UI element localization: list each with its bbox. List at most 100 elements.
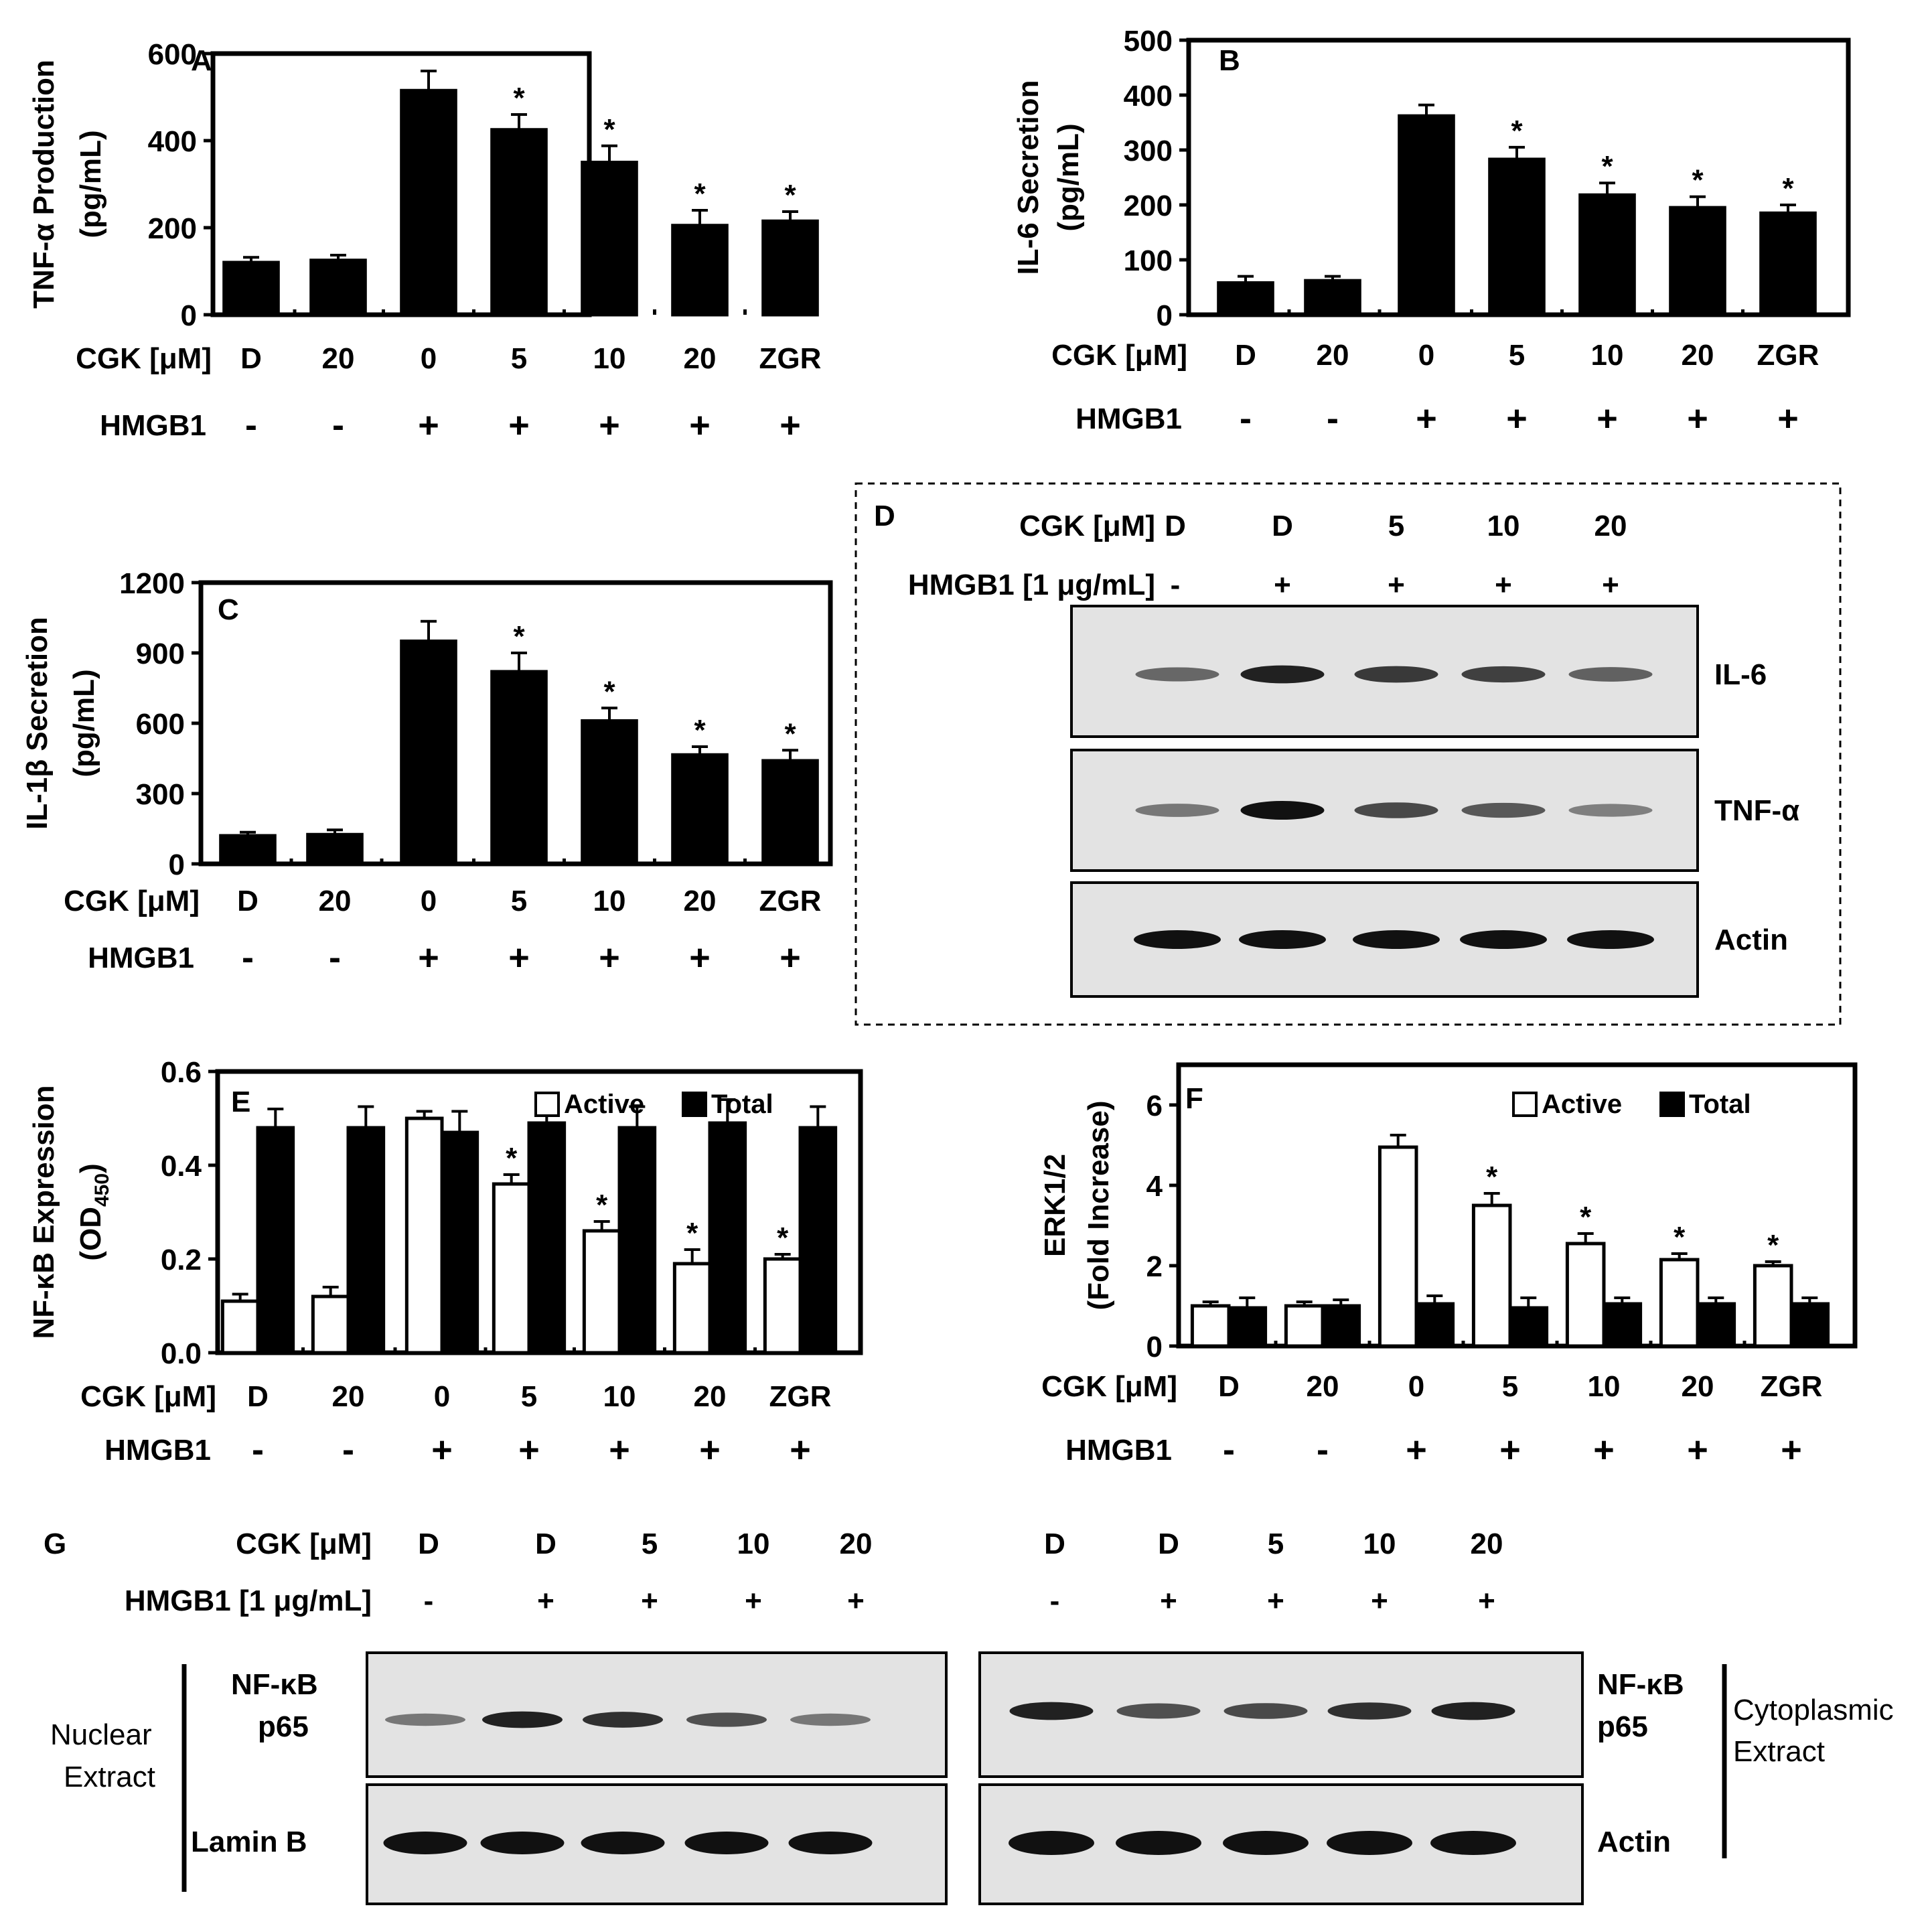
hmgb1-sign: + xyxy=(1781,1430,1802,1470)
cgk-value: D xyxy=(1165,510,1186,542)
bar-total xyxy=(256,1126,295,1355)
x-category-label: ZGR xyxy=(759,342,822,375)
hmgb1-sign: + xyxy=(508,405,530,445)
y-axis-unit: (pg/mL) xyxy=(68,669,100,777)
blot-band xyxy=(1430,1831,1516,1855)
cgk-row-label: CGK [μM] xyxy=(1051,339,1187,372)
blot-band xyxy=(1009,1831,1094,1855)
bar-active xyxy=(1471,1203,1512,1348)
cgk-row-label: CGK [μM] xyxy=(80,1380,216,1413)
bar-active xyxy=(1753,1264,1793,1348)
bar-active xyxy=(763,1257,802,1355)
blot-row-label: IL-6 xyxy=(1714,658,1767,691)
hmgb1-sign: + xyxy=(790,1430,811,1470)
panel-letter: A xyxy=(191,44,212,77)
bar-value xyxy=(671,753,729,866)
bar-value xyxy=(490,670,548,866)
y-tick-label: 300 xyxy=(1124,135,1173,167)
y-tick-label: 400 xyxy=(148,125,197,158)
x-category-label: D xyxy=(1218,1370,1240,1403)
significance-star: * xyxy=(1511,115,1523,147)
significance-star: * xyxy=(1486,1161,1498,1193)
y-tick-label: 0 xyxy=(1157,299,1173,332)
significance-star: * xyxy=(1580,1201,1592,1234)
panel-e: E 0.0 0.2 0.4 0.6 NF-κB Expression (OD450) * * * *… xyxy=(27,1056,863,1470)
blot-band xyxy=(1239,930,1326,949)
x-category-label: D xyxy=(247,1380,269,1413)
significance-star: * xyxy=(694,177,706,210)
hmgb1-sign-cyto: - xyxy=(1050,1584,1060,1617)
hmgb1-sign: + xyxy=(1406,1430,1427,1470)
significance-star: * xyxy=(506,1142,518,1175)
blot-band xyxy=(1240,665,1325,684)
bar-value xyxy=(1217,281,1274,317)
cgk-value-nuclear: D xyxy=(535,1528,556,1560)
y-tick-label: 400 xyxy=(1124,80,1173,113)
panel-c: C 0 300 600 900 1200 IL-1β Secretion (pg/mL) * * *… xyxy=(21,567,833,978)
nuclear-extract-label: Extract xyxy=(64,1761,155,1793)
bar-active xyxy=(311,1294,350,1355)
cyto-extract-label: Cytoplasmic xyxy=(1733,1694,1894,1726)
hmgb1-sign: + xyxy=(689,405,711,445)
hmgb1-sign: - xyxy=(1240,398,1252,439)
bar-total xyxy=(1508,1306,1549,1348)
cgk-row-label: CGK [μM] xyxy=(1041,1370,1177,1403)
y-tick-label: 500 xyxy=(1124,25,1173,58)
bar-value xyxy=(309,258,367,317)
hmgb1-sign-cyto: + xyxy=(1160,1584,1177,1617)
blot-band xyxy=(788,1832,873,1854)
blot-band xyxy=(1116,1703,1201,1719)
blot-band xyxy=(1568,667,1653,682)
hmgb1-sign: + xyxy=(1596,398,1618,439)
bar-value xyxy=(581,719,638,866)
y-tick-label: 0 xyxy=(1146,1331,1163,1363)
bar-active xyxy=(404,1116,444,1355)
x-category-label: 10 xyxy=(1588,1370,1621,1403)
y-tick-label: 4 xyxy=(1146,1170,1163,1203)
bar-total xyxy=(1602,1302,1643,1348)
hmgb1-sign: + xyxy=(1687,1430,1708,1470)
y-tick-label: 600 xyxy=(148,38,197,71)
panel-letter: C xyxy=(218,593,239,626)
cgk-value-nuclear: 5 xyxy=(642,1528,658,1560)
cgk-value-cyto: 20 xyxy=(1471,1528,1503,1560)
hmgb1-sign-nuclear: + xyxy=(745,1584,762,1617)
x-category-label: ZGR xyxy=(1757,339,1819,372)
legend-label-active: Active xyxy=(1542,1090,1622,1119)
cgk-value-nuclear: 20 xyxy=(840,1528,873,1560)
bar-value xyxy=(490,128,548,317)
lamin-label: Lamin B xyxy=(191,1826,307,1858)
hmgb1-row-label: HMGB1 [1 μg/mL] xyxy=(125,1584,372,1617)
hmgb1-sign: - xyxy=(1223,1430,1235,1470)
blot-band xyxy=(383,1832,467,1854)
hmgb1-sign: + xyxy=(1416,398,1437,439)
hmgb1-sign-nuclear: + xyxy=(847,1584,865,1617)
x-category-label: 20 xyxy=(1682,1370,1714,1403)
bar-active xyxy=(1565,1242,1606,1348)
panel-letter: E xyxy=(231,1086,250,1118)
legend-label-total: Total xyxy=(1689,1090,1751,1119)
cgk-value: D xyxy=(1272,510,1293,542)
significance-star: * xyxy=(603,675,615,708)
hmgb1-sign: - xyxy=(1171,569,1181,601)
bar-value xyxy=(671,224,729,317)
blot-band xyxy=(1568,804,1653,817)
blot-band xyxy=(1223,1831,1309,1855)
bar-value xyxy=(1398,114,1455,317)
blot-band xyxy=(581,1832,665,1854)
y-tick-label: 2 xyxy=(1146,1250,1163,1283)
y-tick-label: 900 xyxy=(136,638,185,670)
bar-active xyxy=(492,1182,531,1355)
y-tick-label: 100 xyxy=(1124,244,1173,277)
blot-band xyxy=(686,1712,767,1727)
y-tick-label: 0 xyxy=(181,299,197,332)
significance-star: * xyxy=(784,717,796,750)
hmgb1-sign-cyto: + xyxy=(1267,1584,1284,1617)
y-axis-unit: (Fold Increase) xyxy=(1082,1101,1115,1311)
bar-value xyxy=(1759,211,1817,317)
hmgb1-sign-cyto: + xyxy=(1478,1584,1495,1617)
blot-band xyxy=(1354,666,1438,683)
bar-total xyxy=(1789,1302,1830,1348)
blot-band xyxy=(1460,930,1547,949)
